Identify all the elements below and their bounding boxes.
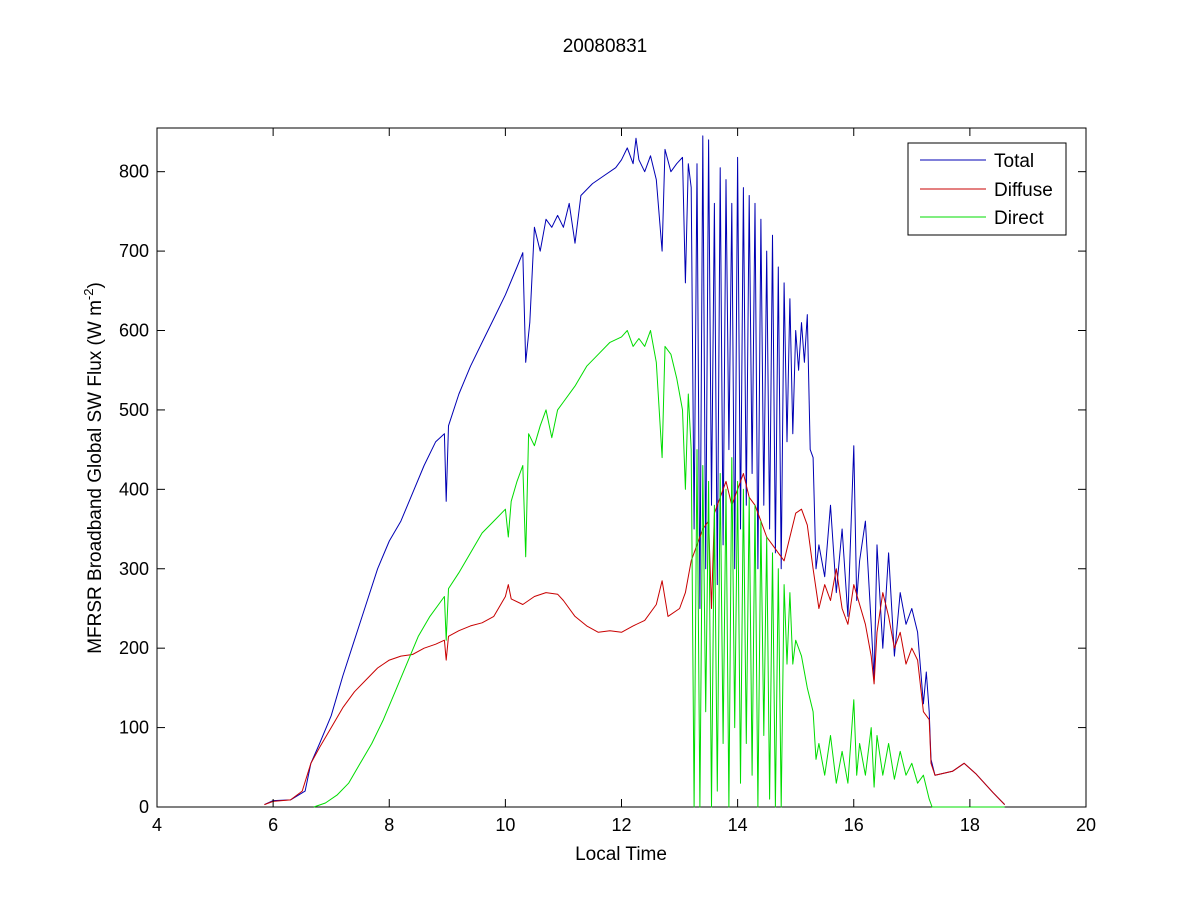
y-tick-label: 600 <box>119 321 149 341</box>
x-tick-label: 14 <box>728 815 748 835</box>
y-tick-label: 500 <box>119 400 149 420</box>
legend-label-total: Total <box>994 151 1034 172</box>
x-tick-label: 6 <box>268 815 278 835</box>
legend-label-direct: Direct <box>994 208 1044 229</box>
legend: Total Diffuse Direct <box>907 142 1067 236</box>
series-line-total <box>264 135 1006 806</box>
y-tick-label: 100 <box>119 718 149 738</box>
x-tick-label: 20 <box>1076 815 1096 835</box>
y-tick-label: 0 <box>139 797 149 817</box>
x-tick-label: 16 <box>844 815 864 835</box>
x-tick-label: 8 <box>384 815 394 835</box>
x-tick-label: 12 <box>611 815 631 835</box>
plot-area <box>156 127 1087 808</box>
x-tick-label: 4 <box>152 815 162 835</box>
y-tick-label: 200 <box>119 638 149 658</box>
y-tick-label: 300 <box>119 559 149 579</box>
y-tick-label: 800 <box>119 162 149 182</box>
y-tick-label: 400 <box>119 479 149 499</box>
x-axis-label: Local Time <box>575 844 667 865</box>
y-axis-label: MFRSR Broadband Global SW Flux (W m-2) <box>81 282 106 654</box>
legend-label-diffuse: Diffuse <box>994 180 1053 201</box>
y-tick-label: 700 <box>119 241 149 261</box>
x-tick-label: 10 <box>495 815 515 835</box>
series-layer <box>264 135 1006 808</box>
x-tick-label: 18 <box>960 815 980 835</box>
chart-title: 20080831 <box>563 36 648 57</box>
series-line-direct <box>313 330 1005 808</box>
